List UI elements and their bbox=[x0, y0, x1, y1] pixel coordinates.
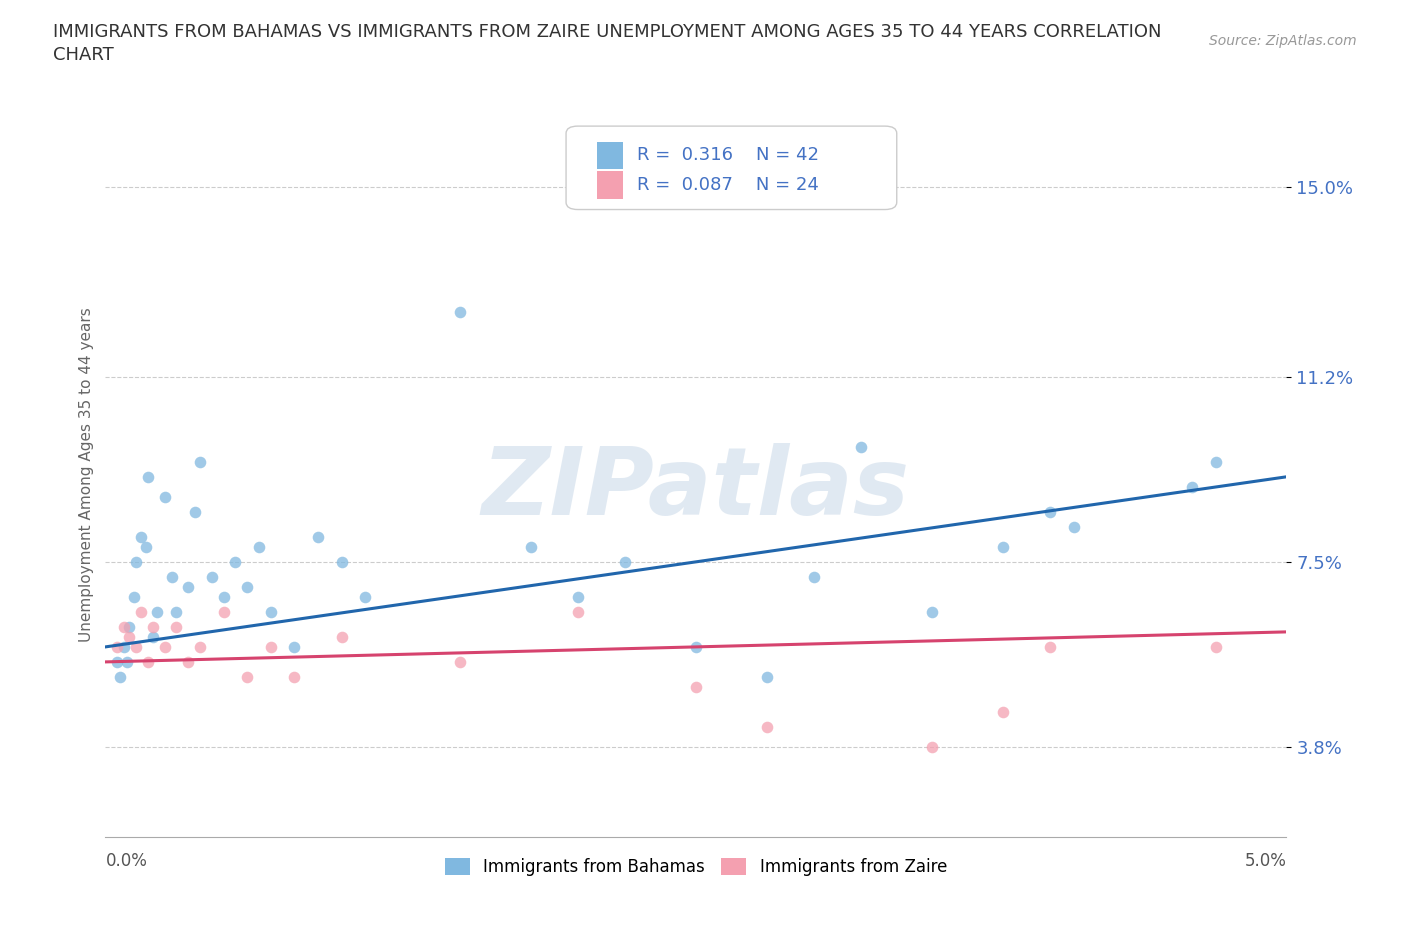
Point bbox=[236, 579, 259, 594]
Point bbox=[108, 670, 131, 684]
Point bbox=[449, 304, 471, 319]
Point bbox=[142, 619, 165, 634]
Point bbox=[685, 640, 707, 655]
Point bbox=[991, 539, 1014, 554]
Point bbox=[125, 554, 148, 569]
Point bbox=[153, 489, 176, 504]
FancyBboxPatch shape bbox=[567, 126, 897, 209]
Text: R =  0.316    N = 42: R = 0.316 N = 42 bbox=[637, 146, 818, 165]
Point bbox=[449, 655, 471, 670]
Point bbox=[755, 670, 778, 684]
Point bbox=[105, 655, 128, 670]
Point bbox=[212, 604, 235, 619]
Text: ZIPatlas: ZIPatlas bbox=[482, 443, 910, 535]
Point bbox=[260, 640, 283, 655]
Point bbox=[160, 569, 183, 584]
Point bbox=[165, 619, 187, 634]
Point bbox=[803, 569, 825, 584]
Point bbox=[283, 670, 305, 684]
Text: R =  0.087    N = 24: R = 0.087 N = 24 bbox=[637, 176, 818, 194]
Point bbox=[188, 455, 211, 470]
Point bbox=[1181, 479, 1204, 494]
Point bbox=[105, 640, 128, 655]
Point bbox=[283, 640, 305, 655]
Legend: Immigrants from Bahamas, Immigrants from Zaire: Immigrants from Bahamas, Immigrants from… bbox=[439, 852, 953, 883]
Point bbox=[136, 470, 159, 485]
Point bbox=[177, 655, 200, 670]
Text: Source: ZipAtlas.com: Source: ZipAtlas.com bbox=[1209, 34, 1357, 48]
Point bbox=[165, 604, 187, 619]
Y-axis label: Unemployment Among Ages 35 to 44 years: Unemployment Among Ages 35 to 44 years bbox=[79, 307, 94, 642]
Point bbox=[1205, 640, 1227, 655]
Point bbox=[247, 539, 270, 554]
Point bbox=[1063, 519, 1085, 534]
Point bbox=[135, 539, 157, 554]
Text: 0.0%: 0.0% bbox=[105, 852, 148, 870]
Point bbox=[755, 720, 778, 735]
Point bbox=[354, 590, 377, 604]
Point bbox=[921, 604, 943, 619]
Point bbox=[118, 630, 141, 644]
FancyBboxPatch shape bbox=[596, 141, 623, 169]
Point bbox=[851, 439, 873, 454]
Point bbox=[567, 590, 589, 604]
Point bbox=[177, 579, 200, 594]
Point bbox=[330, 630, 353, 644]
Point bbox=[129, 529, 152, 544]
Point bbox=[153, 640, 176, 655]
Point bbox=[212, 590, 235, 604]
Point bbox=[236, 670, 259, 684]
Point bbox=[115, 655, 138, 670]
Text: IMMIGRANTS FROM BAHAMAS VS IMMIGRANTS FROM ZAIRE UNEMPLOYMENT AMONG AGES 35 TO 4: IMMIGRANTS FROM BAHAMAS VS IMMIGRANTS FR… bbox=[53, 23, 1161, 41]
Point bbox=[1039, 640, 1062, 655]
Point bbox=[129, 604, 152, 619]
Point bbox=[991, 705, 1014, 720]
Point bbox=[567, 604, 589, 619]
Point bbox=[614, 554, 637, 569]
Point bbox=[136, 655, 159, 670]
Point bbox=[307, 529, 329, 544]
Point bbox=[1039, 504, 1062, 519]
Point bbox=[118, 619, 141, 634]
Point bbox=[142, 630, 165, 644]
Point bbox=[201, 569, 224, 584]
Point bbox=[125, 640, 148, 655]
Point bbox=[260, 604, 283, 619]
Point bbox=[188, 640, 211, 655]
Point bbox=[146, 604, 169, 619]
Point bbox=[122, 590, 145, 604]
Text: CHART: CHART bbox=[53, 46, 114, 64]
Point bbox=[921, 739, 943, 754]
Point bbox=[1205, 455, 1227, 470]
Point bbox=[330, 554, 353, 569]
Point bbox=[112, 619, 135, 634]
Point bbox=[224, 554, 246, 569]
Point bbox=[184, 504, 207, 519]
Text: 5.0%: 5.0% bbox=[1244, 852, 1286, 870]
Point bbox=[519, 539, 541, 554]
FancyBboxPatch shape bbox=[596, 171, 623, 199]
Point bbox=[685, 680, 707, 695]
Point bbox=[112, 640, 135, 655]
